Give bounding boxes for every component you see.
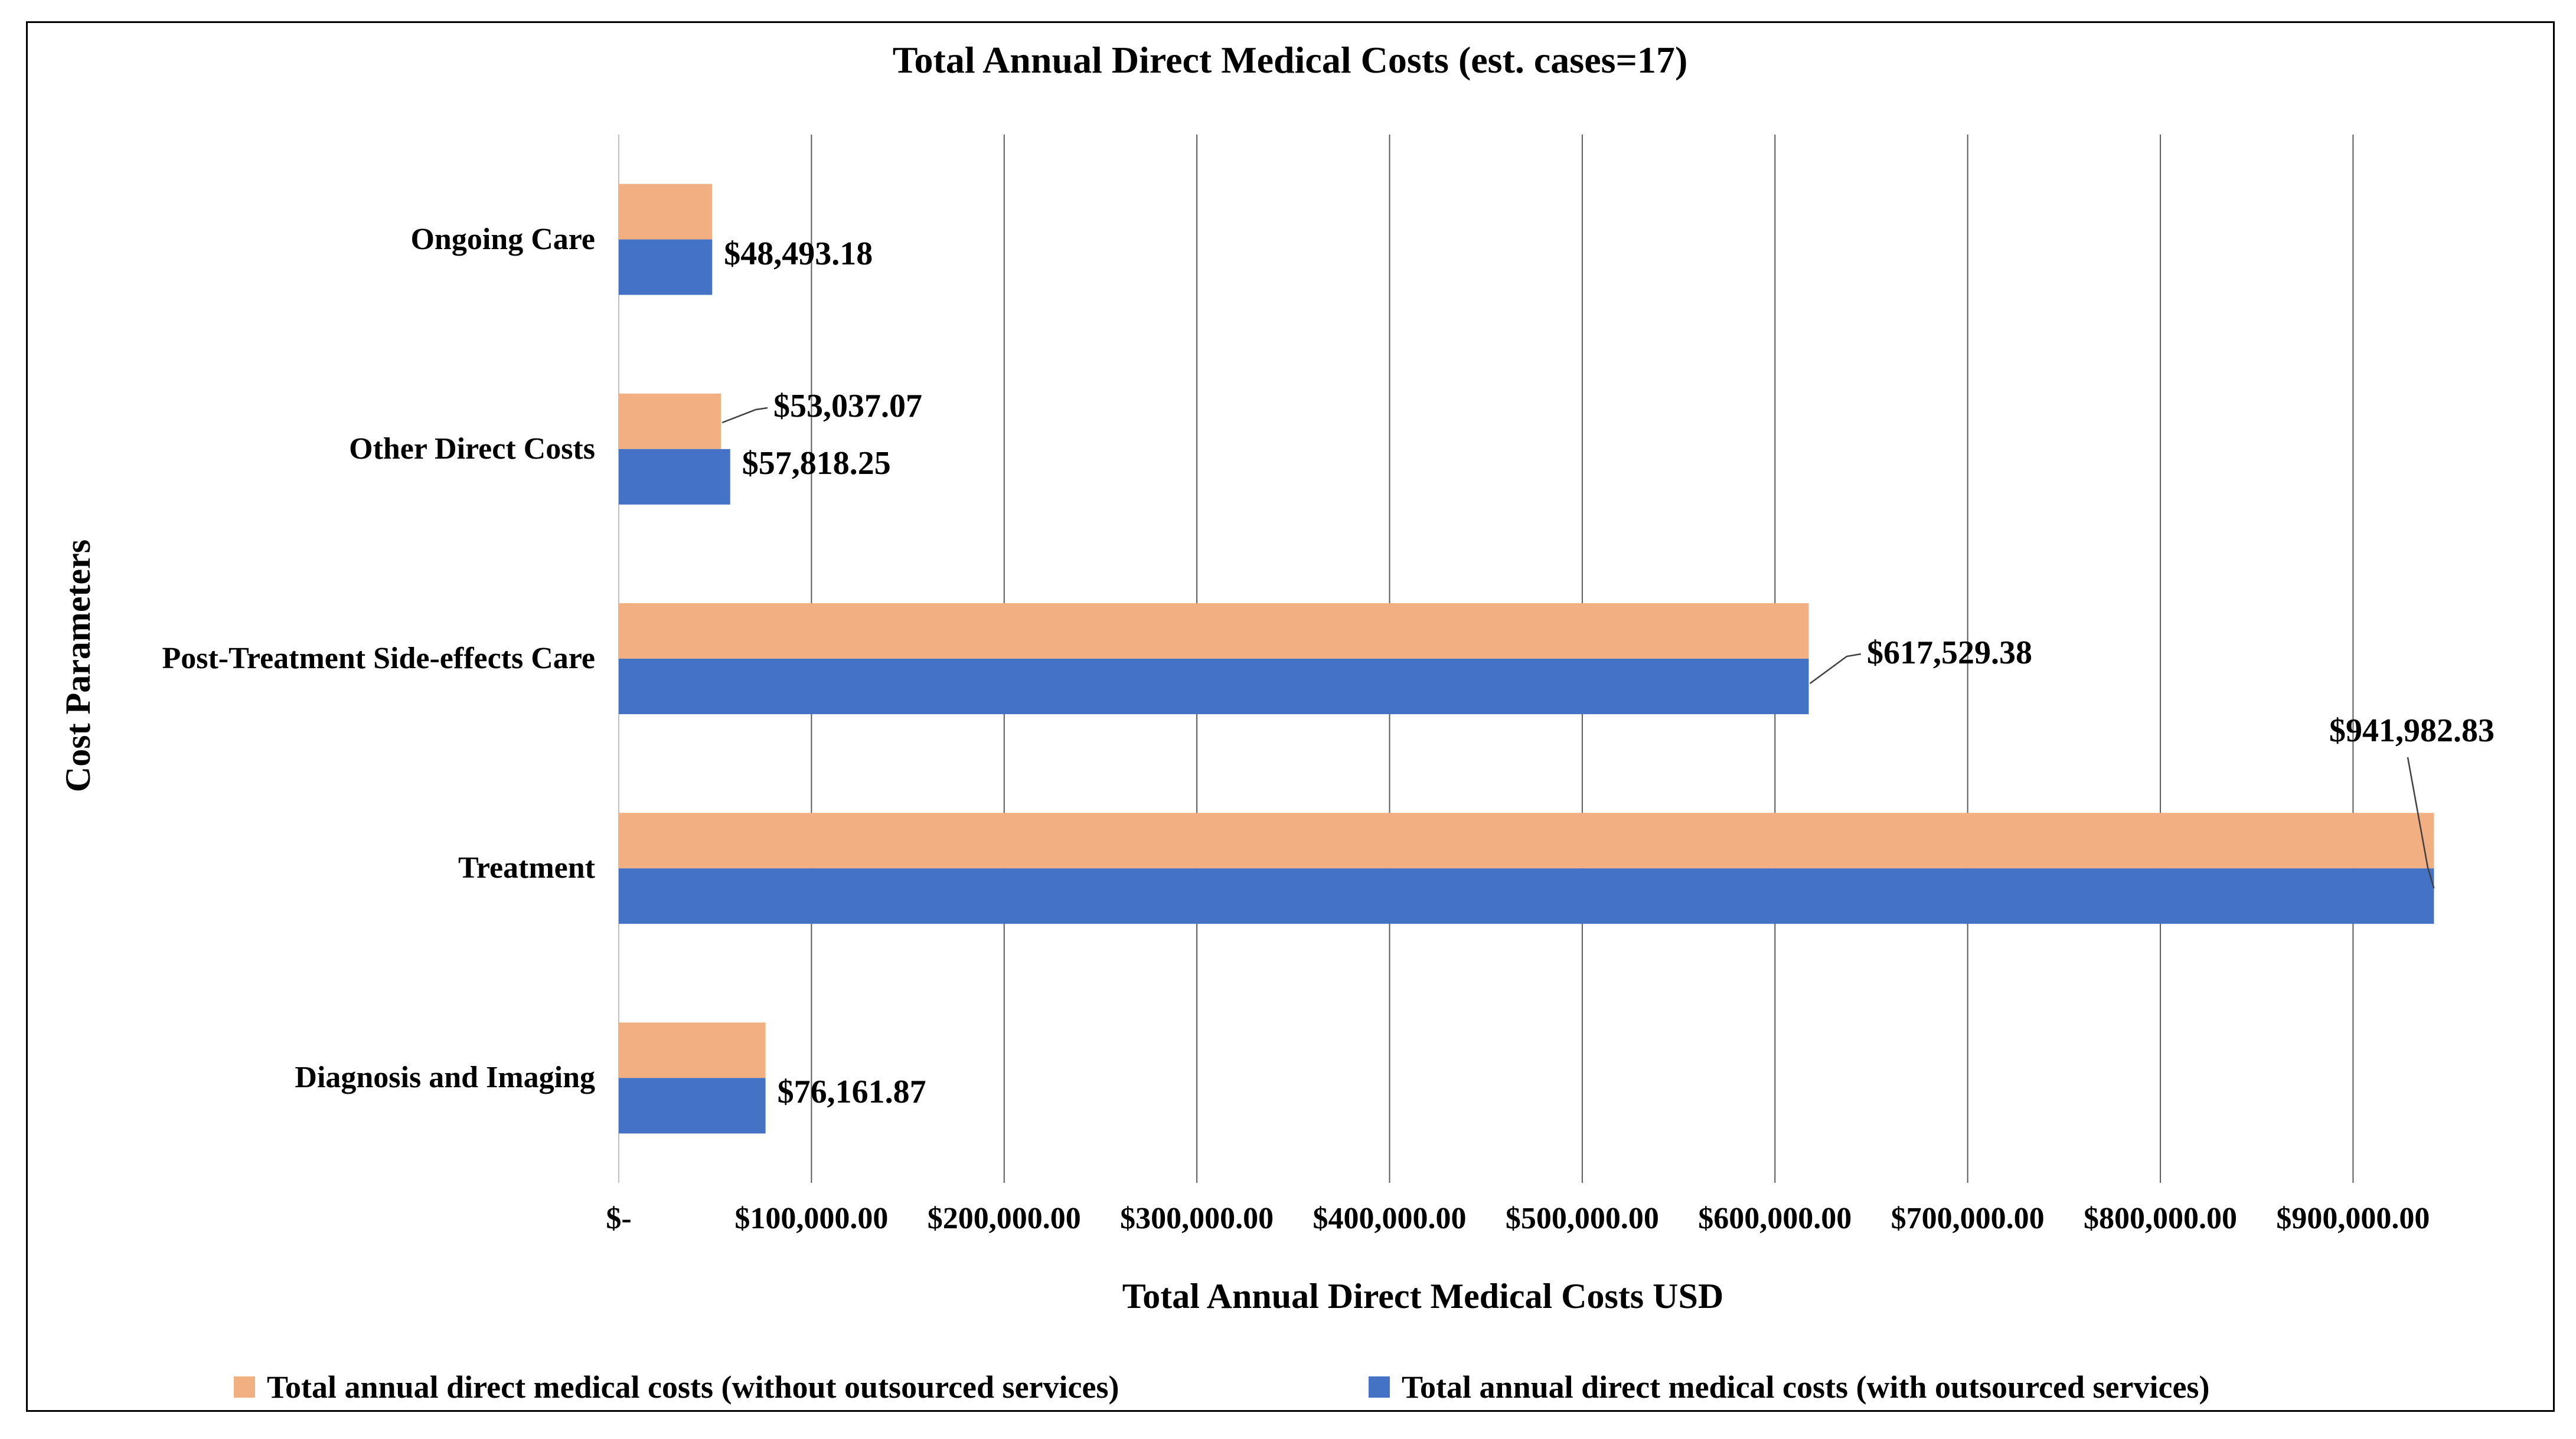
- x-tick-label-9: $900,000.00: [2276, 1202, 2430, 1235]
- x-tick-label-1: $100,000.00: [734, 1202, 889, 1235]
- legend-swatch-blue-icon: [1369, 1376, 1390, 1398]
- legend-swatch-orange-icon: [234, 1376, 255, 1398]
- x-tick-label-7: $700,000.00: [1891, 1202, 2045, 1235]
- x-tick-label-6: $600,000.00: [1698, 1202, 1852, 1235]
- x-axis-title: Total Annual Direct Medical Costs USD: [1122, 1277, 1724, 1316]
- x-tick-label-3: $300,000.00: [1120, 1202, 1274, 1235]
- data-label-post-treatment-side-effects-care-with: $617,529.38: [1867, 635, 2032, 671]
- leader-line-other-direct-costs-without: [721, 407, 768, 424]
- category-label-post-treatment-side-effects-care: Post-Treatment Side-effects Care: [162, 642, 595, 675]
- legend-label-without-outsourced: Total annual direct medical costs (witho…: [267, 1369, 1119, 1405]
- data-label-other-direct-costs-without: $53,037.07: [773, 388, 922, 424]
- bar-ongoing-care-with-outsourced: [619, 239, 713, 295]
- x-tick-label-5: $500,000.00: [1505, 1202, 1659, 1235]
- bar-ongoing-care-without-outsourced: [619, 184, 713, 240]
- legend-item-without-outsourced: Total annual direct medical costs (witho…: [234, 1368, 1119, 1406]
- data-label-ongoing-care-with: $48,493.18: [724, 235, 873, 272]
- category-label-treatment: Treatment: [458, 851, 595, 885]
- bar-diagnosis-and-imaging-without-outsourced: [619, 1022, 766, 1078]
- data-label-other-direct-costs-with: $57,818.25: [742, 444, 891, 482]
- x-tick-label-0: $-: [606, 1202, 632, 1235]
- leader-line-post-treatment-side-effects-care-with: [1809, 653, 1862, 685]
- bar-post-treatment-side-effects-care-without-outsourced: [619, 603, 1809, 659]
- category-label-ongoing-care: Ongoing Care: [410, 222, 595, 256]
- bar-treatment-without-outsourced: [619, 813, 2434, 869]
- legend-item-with-outsourced: Total annual direct medical costs (with …: [1369, 1368, 2209, 1406]
- x-tick-label-8: $800,000.00: [2084, 1202, 2238, 1235]
- data-label-diagnosis-and-imaging-with: $76,161.87: [777, 1074, 926, 1111]
- x-tick-label-2: $200,000.00: [927, 1202, 1081, 1235]
- legend-label-with-outsourced: Total annual direct medical costs (with …: [1402, 1369, 2210, 1405]
- chart-title: Total Annual Direct Medical Costs (est. …: [892, 39, 1688, 81]
- category-label-diagnosis-and-imaging: Diagnosis and Imaging: [295, 1061, 595, 1095]
- figure-border: [26, 21, 2555, 1412]
- bar-post-treatment-side-effects-care-with-outsourced: [619, 659, 1809, 714]
- bar-other-direct-costs-with-outsourced: [619, 449, 730, 505]
- leader-line-treatment-with: [2407, 757, 2435, 889]
- data-label-treatment-with: $941,982.83: [2329, 712, 2495, 749]
- bar-treatment-with-outsourced: [619, 868, 2434, 924]
- category-label-other-direct-costs: Other Direct Costs: [349, 431, 595, 466]
- bar-other-direct-costs-without-outsourced: [619, 393, 721, 449]
- x-tick-label-4: $400,000.00: [1313, 1202, 1467, 1235]
- bar-diagnosis-and-imaging-with-outsourced: [619, 1078, 766, 1134]
